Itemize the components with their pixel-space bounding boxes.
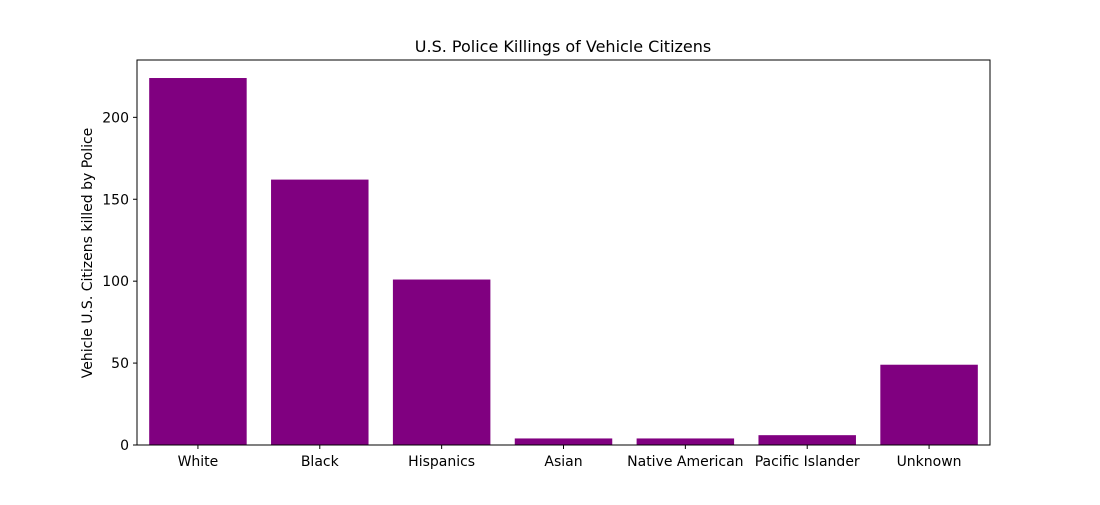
x-tick-label: Native American bbox=[627, 454, 743, 470]
bar-white bbox=[149, 78, 247, 446]
x-tick-label: Black bbox=[301, 454, 340, 470]
bar-native-american bbox=[636, 438, 735, 445]
y-tick-label: 50 bbox=[111, 356, 129, 372]
x-axis-ticks: White Black Hispanics Asian Native American P… bbox=[178, 445, 962, 470]
bar-hispanics bbox=[392, 279, 491, 445]
x-tick-label: White bbox=[178, 454, 219, 470]
x-tick-label: Unknown bbox=[897, 454, 962, 470]
bar-asian bbox=[514, 438, 613, 445]
bar-black bbox=[271, 179, 369, 445]
y-tick-label: 150 bbox=[102, 192, 129, 208]
y-axis-label: Vehicle U.S. Citizens killed by Police bbox=[80, 128, 96, 379]
bar-pacific-islander bbox=[758, 435, 856, 445]
x-tick-label: Pacific Islander bbox=[755, 454, 860, 470]
x-tick-label: Hispanics bbox=[408, 454, 475, 470]
bar-unknown bbox=[880, 364, 978, 445]
chart-title: U.S. Police Killings of Vehicle Citizens bbox=[415, 37, 711, 56]
x-tick-label: Asian bbox=[544, 454, 582, 470]
plot-area-frame bbox=[136, 59, 991, 446]
y-tick-label: 100 bbox=[102, 274, 129, 290]
bars-group bbox=[149, 78, 978, 446]
y-tick-label: 0 bbox=[120, 438, 129, 454]
y-tick-label: 200 bbox=[102, 110, 129, 126]
y-axis-ticks: 0 50 100 150 200 bbox=[102, 110, 137, 454]
